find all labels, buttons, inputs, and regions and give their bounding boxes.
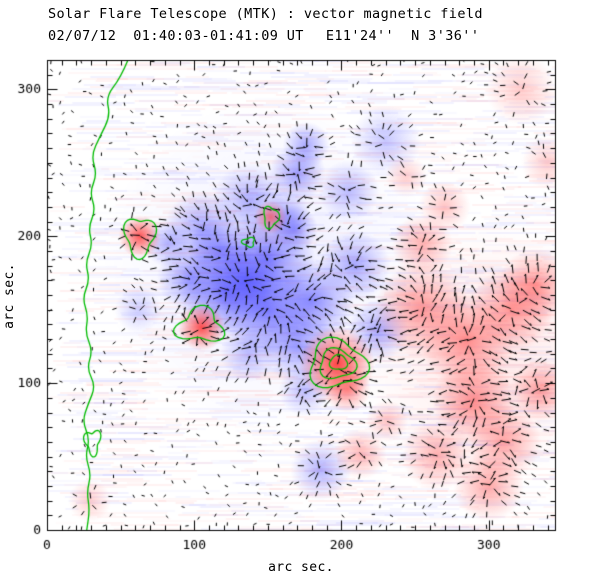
obs-position: E11'24'' N 3'36''	[325, 28, 480, 44]
obs-datetime: 02/07/12 01:40:03-01:41:09 UT	[48, 28, 304, 44]
y-axis-label: arc sec.	[2, 263, 17, 329]
x-axis-label: arc sec.	[268, 560, 334, 575]
plot-subtitle: 02/07/12 01:40:03-01:41:09 UT E11'24'' N …	[48, 28, 479, 44]
plot-title: Solar Flare Telescope (MTK) : vector mag…	[48, 6, 483, 22]
